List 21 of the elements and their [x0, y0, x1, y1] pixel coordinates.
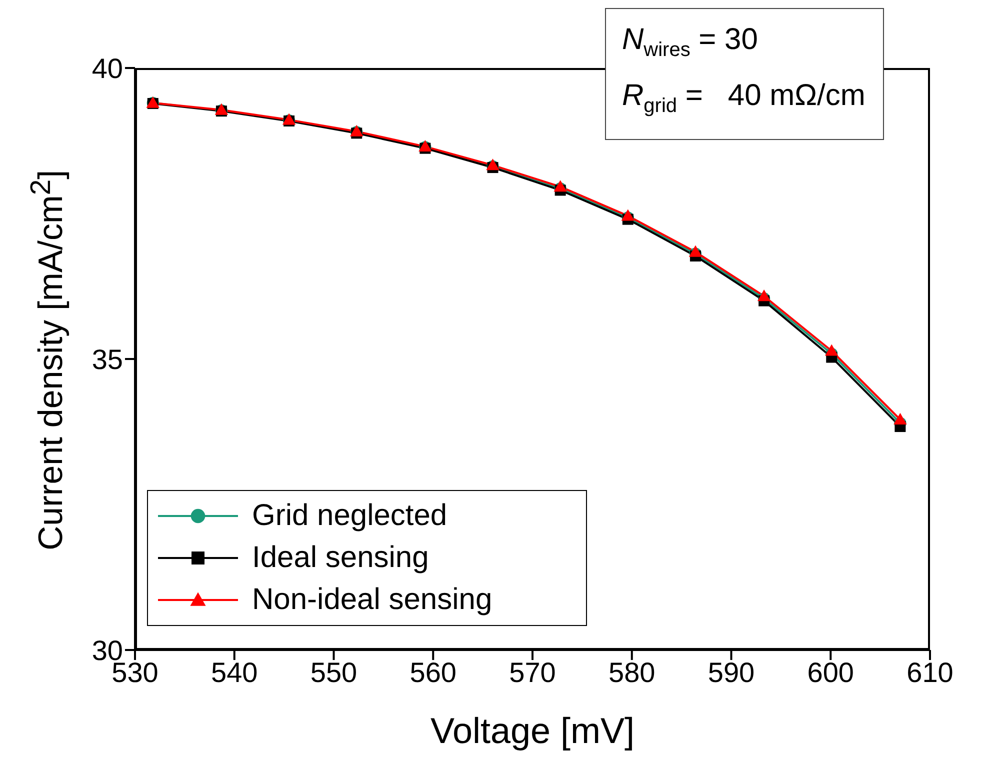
text: N$_{wires}$ = 30: [622, 23, 758, 61]
point: [757, 290, 771, 302]
x-tick-label: 590: [708, 656, 755, 688]
x-tick-label: 550: [310, 656, 358, 688]
point: [688, 245, 702, 257]
annotation: R$_{grid}$ = 40 mΩ/cm: [622, 79, 866, 117]
point: [621, 209, 634, 221]
legend-label: Non-ideal sensing: [252, 582, 492, 618]
x-axis-title: Voltage [mV]: [429, 710, 636, 752]
point: [894, 412, 907, 424]
point: [554, 180, 567, 192]
x-tick-label: 580: [608, 656, 656, 688]
legend-label: Grid neglected: [252, 498, 448, 534]
x-tick-label: 570: [509, 656, 556, 688]
x-tick-label: 610: [906, 656, 954, 688]
y-tick-label: 35: [92, 344, 123, 375]
x-tick-label: 560: [410, 656, 456, 688]
y-tick-label: 40: [92, 52, 123, 84]
legend-label: Ideal sensing: [252, 540, 429, 576]
x-tick-label: 600: [807, 656, 854, 688]
x-tick-label: 540: [211, 656, 258, 688]
